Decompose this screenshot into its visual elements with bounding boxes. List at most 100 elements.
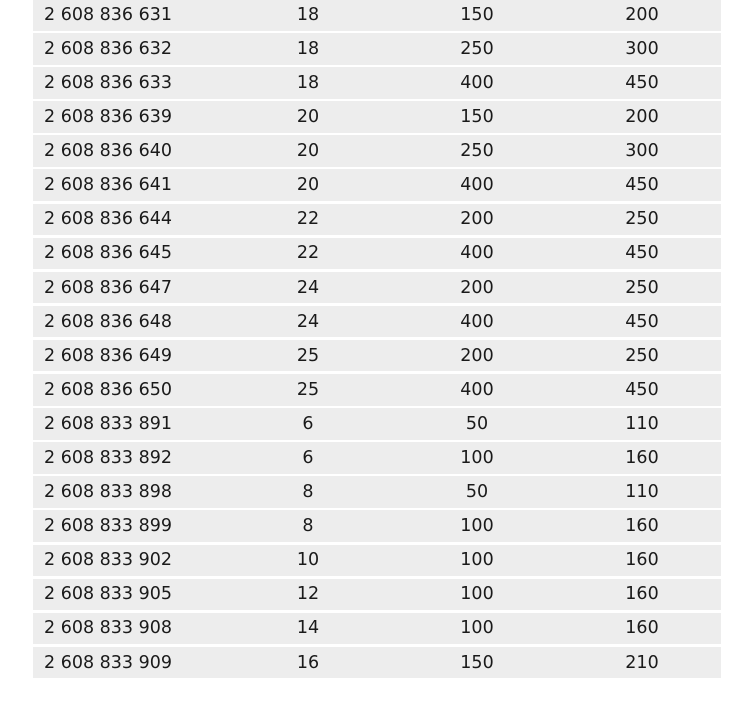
working-length-value: 100 — [460, 584, 494, 605]
total-length-value: 450 — [625, 72, 659, 93]
total-length-value: 210 — [625, 652, 659, 673]
article-number-cell: 2 608 836 633 — [44, 72, 173, 93]
diameter-value: 22 — [296, 209, 320, 230]
diameter-value: 20 — [296, 175, 320, 196]
working-length-value: 100 — [460, 550, 494, 571]
table-row: 2 608 836 644 22 200 250 — [33, 203, 721, 236]
total-length-value: 160 — [625, 584, 659, 605]
diameter-value: 25 — [296, 379, 320, 400]
working-length-value: 400 — [460, 175, 494, 196]
article-number-cell: 2 608 836 644 — [44, 209, 173, 230]
total-length-value: 300 — [625, 38, 659, 59]
table-row: 2 608 836 633 18 400 450 — [33, 67, 721, 99]
total-length-value: 160 — [625, 618, 659, 639]
working-length-value: 200 — [460, 277, 494, 298]
article-number-cell: 2 608 836 649 — [44, 345, 173, 366]
diameter-value: 6 — [302, 447, 314, 468]
total-length-value: 160 — [625, 550, 659, 571]
diameter-value: 6 — [302, 413, 314, 434]
article-number-cell: 2 608 836 645 — [44, 243, 173, 264]
working-length-value: 50 — [465, 413, 489, 434]
table-row: 2 608 836 641 20 400 450 — [33, 169, 721, 201]
article-number-cell: 2 608 836 640 — [44, 141, 173, 162]
article-number-cell: 2 608 836 650 — [44, 379, 173, 400]
total-length-value: 450 — [625, 243, 659, 264]
diameter-value: 18 — [296, 72, 320, 93]
table-row: 2 608 836 645 22 400 450 — [33, 237, 721, 270]
article-number-cell: 2 608 833 905 — [44, 584, 173, 605]
table-row: 2 608 836 647 24 200 250 — [33, 271, 721, 304]
table-row: 2 608 833 892 6 100 160 — [33, 442, 721, 474]
table-row: 2 608 833 902 10 100 160 — [33, 544, 721, 576]
article-number-cell: 2 608 836 641 — [44, 175, 173, 196]
total-length-value: 200 — [625, 107, 659, 128]
total-length-value: 250 — [625, 345, 659, 366]
article-number-cell: 2 608 833 891 — [44, 413, 173, 434]
total-length-value: 300 — [625, 141, 659, 162]
diameter-value: 18 — [296, 4, 320, 25]
table-row: 2 608 836 649 25 200 250 — [33, 339, 721, 372]
working-length-value: 100 — [460, 447, 494, 468]
diameter-value: 25 — [296, 345, 320, 366]
working-length-value: 50 — [465, 482, 489, 503]
total-length-value: 200 — [625, 4, 659, 25]
working-length-value: 250 — [460, 38, 494, 59]
table-row: 2 608 833 909 16 150 210 — [33, 646, 721, 679]
working-length-value: 100 — [460, 516, 494, 537]
table-row: 2 608 833 908 14 100 160 — [33, 612, 721, 645]
article-number-cell: 2 608 836 639 — [44, 107, 173, 128]
total-length-value: 160 — [625, 447, 659, 468]
working-length-value: 400 — [460, 72, 494, 93]
total-length-value: 450 — [625, 311, 659, 332]
table-row: 2 608 833 891 6 50 110 — [33, 408, 721, 440]
total-length-value: 110 — [625, 413, 659, 434]
diameter-value: 14 — [296, 618, 320, 639]
article-number-cell: 2 608 833 898 — [44, 482, 173, 503]
diameter-value: 20 — [296, 107, 320, 128]
working-length-value: 400 — [460, 311, 494, 332]
working-length-value: 200 — [460, 209, 494, 230]
total-length-value: 110 — [625, 482, 659, 503]
table-row: 2 608 836 632 18 250 300 — [33, 33, 721, 65]
working-length-value: 200 — [460, 345, 494, 366]
article-number-cell: 2 608 836 632 — [44, 38, 173, 59]
article-number-cell: 2 608 833 899 — [44, 516, 173, 537]
article-number-cell: 2 608 833 909 — [44, 652, 173, 673]
article-number-cell: 2 608 836 647 — [44, 277, 173, 298]
article-number-cell: 2 608 836 648 — [44, 311, 173, 332]
diameter-value: 16 — [296, 652, 320, 673]
working-length-value: 250 — [460, 141, 494, 162]
article-number-cell: 2 608 836 631 — [44, 4, 173, 25]
table-row: 2 608 833 899 8 100 160 — [33, 510, 721, 542]
working-length-value: 150 — [460, 4, 494, 25]
working-length-value: 400 — [460, 379, 494, 400]
total-length-value: 250 — [625, 277, 659, 298]
working-length-value: 150 — [460, 652, 494, 673]
diameter-value: 10 — [296, 550, 320, 571]
diameter-value: 8 — [302, 482, 314, 503]
article-number-cell: 2 608 833 902 — [44, 550, 173, 571]
diameter-value: 18 — [296, 38, 320, 59]
table-row: 2 608 833 905 12 100 160 — [33, 578, 721, 611]
working-length-value: 400 — [460, 243, 494, 264]
table-row: 2 608 836 650 25 400 450 — [33, 374, 721, 406]
diameter-value: 12 — [296, 584, 320, 605]
article-number-cell: 2 608 833 908 — [44, 618, 173, 639]
diameter-value: 24 — [296, 277, 320, 298]
total-length-value: 450 — [625, 379, 659, 400]
total-length-value: 250 — [625, 209, 659, 230]
table-row: 2 608 836 648 24 400 450 — [33, 305, 721, 338]
working-length-value: 100 — [460, 618, 494, 639]
table-row: 2 608 833 898 8 50 110 — [33, 476, 721, 508]
working-length-value: 150 — [460, 107, 494, 128]
diameter-value: 20 — [296, 141, 320, 162]
diameter-value: 22 — [296, 243, 320, 264]
table-row: 2 608 836 631 18 150 200 — [33, 0, 721, 31]
article-number-cell: 2 608 833 892 — [44, 447, 173, 468]
diameter-value: 24 — [296, 311, 320, 332]
table-row: 2 608 836 639 20 150 200 — [33, 101, 721, 133]
diameter-value: 8 — [302, 516, 314, 537]
total-length-value: 160 — [625, 516, 659, 537]
table-row: 2 608 836 640 20 250 300 — [33, 135, 721, 167]
total-length-value: 450 — [625, 175, 659, 196]
